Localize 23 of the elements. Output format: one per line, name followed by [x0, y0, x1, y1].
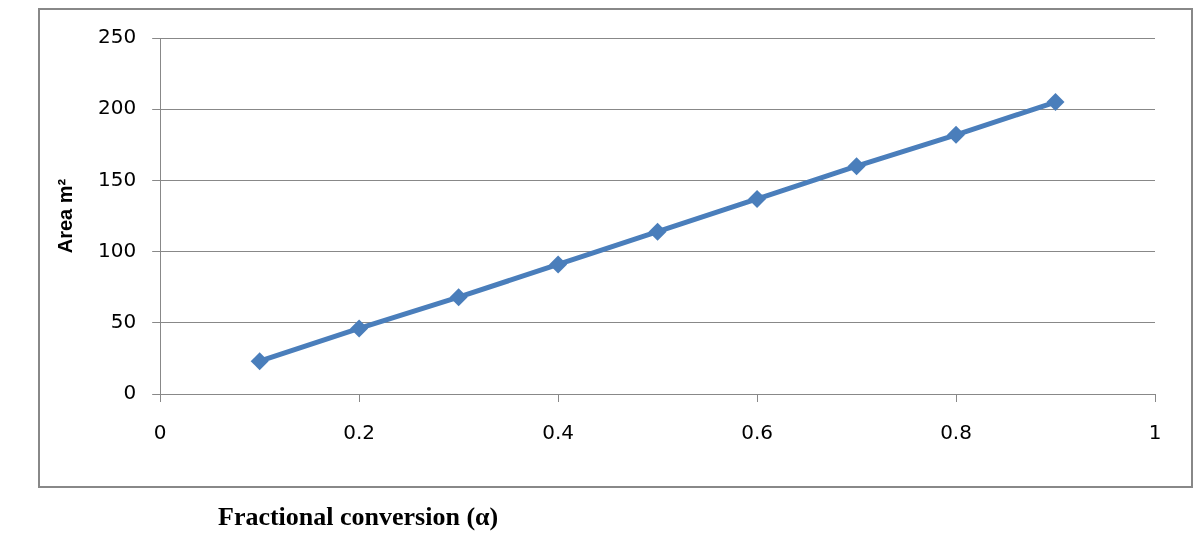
point — [748, 189, 767, 208]
y-tick-label: 100 — [97, 237, 137, 262]
point — [847, 157, 866, 176]
y-tick-label: 150 — [97, 166, 137, 191]
x-tick-label: 0.4 — [542, 420, 575, 445]
y-tick-label: 250 — [97, 24, 137, 49]
point — [549, 255, 568, 274]
y-tick-label: 0 — [123, 380, 137, 405]
point — [648, 222, 667, 241]
x-axis-title: Fractional conversion (α) — [218, 502, 500, 532]
point — [449, 288, 468, 307]
x-tick-label: 0.2 — [343, 420, 376, 445]
point — [947, 125, 966, 144]
y-tick-label: 50 — [110, 309, 137, 333]
x-tick-label: 0 — [153, 420, 167, 445]
x-tick-label: 0.8 — [940, 420, 972, 445]
point — [250, 352, 269, 371]
x-tick-label: 0.6 — [741, 420, 773, 445]
x-tick-label: 1 — [1148, 420, 1162, 445]
y-axis-title: Area m² — [53, 178, 76, 254]
point — [350, 319, 369, 338]
point — [1046, 93, 1065, 112]
y-tick-label: 200 — [97, 95, 137, 120]
